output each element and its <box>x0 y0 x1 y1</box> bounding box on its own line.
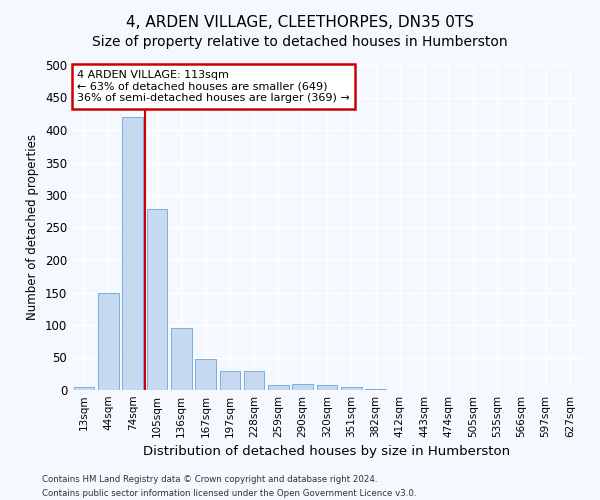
Bar <box>98 292 119 390</box>
Bar <box>122 117 143 390</box>
Bar <box>244 371 265 390</box>
Bar <box>268 386 289 390</box>
Bar <box>341 388 362 390</box>
Text: Size of property relative to detached houses in Humberston: Size of property relative to detached ho… <box>92 35 508 49</box>
Bar <box>292 384 313 390</box>
Bar <box>146 210 167 390</box>
Bar <box>365 388 386 390</box>
Text: Contains HM Land Registry data © Crown copyright and database right 2024.
Contai: Contains HM Land Registry data © Crown c… <box>42 476 416 498</box>
Bar <box>317 385 337 390</box>
Y-axis label: Number of detached properties: Number of detached properties <box>26 134 40 320</box>
X-axis label: Distribution of detached houses by size in Humberston: Distribution of detached houses by size … <box>143 446 511 458</box>
Text: 4 ARDEN VILLAGE: 113sqm
← 63% of detached houses are smaller (649)
36% of semi-d: 4 ARDEN VILLAGE: 113sqm ← 63% of detache… <box>77 70 350 103</box>
Bar <box>171 328 191 390</box>
Bar <box>220 371 240 390</box>
Text: 4, ARDEN VILLAGE, CLEETHORPES, DN35 0TS: 4, ARDEN VILLAGE, CLEETHORPES, DN35 0TS <box>126 15 474 30</box>
Bar <box>195 359 216 390</box>
Bar <box>74 387 94 390</box>
